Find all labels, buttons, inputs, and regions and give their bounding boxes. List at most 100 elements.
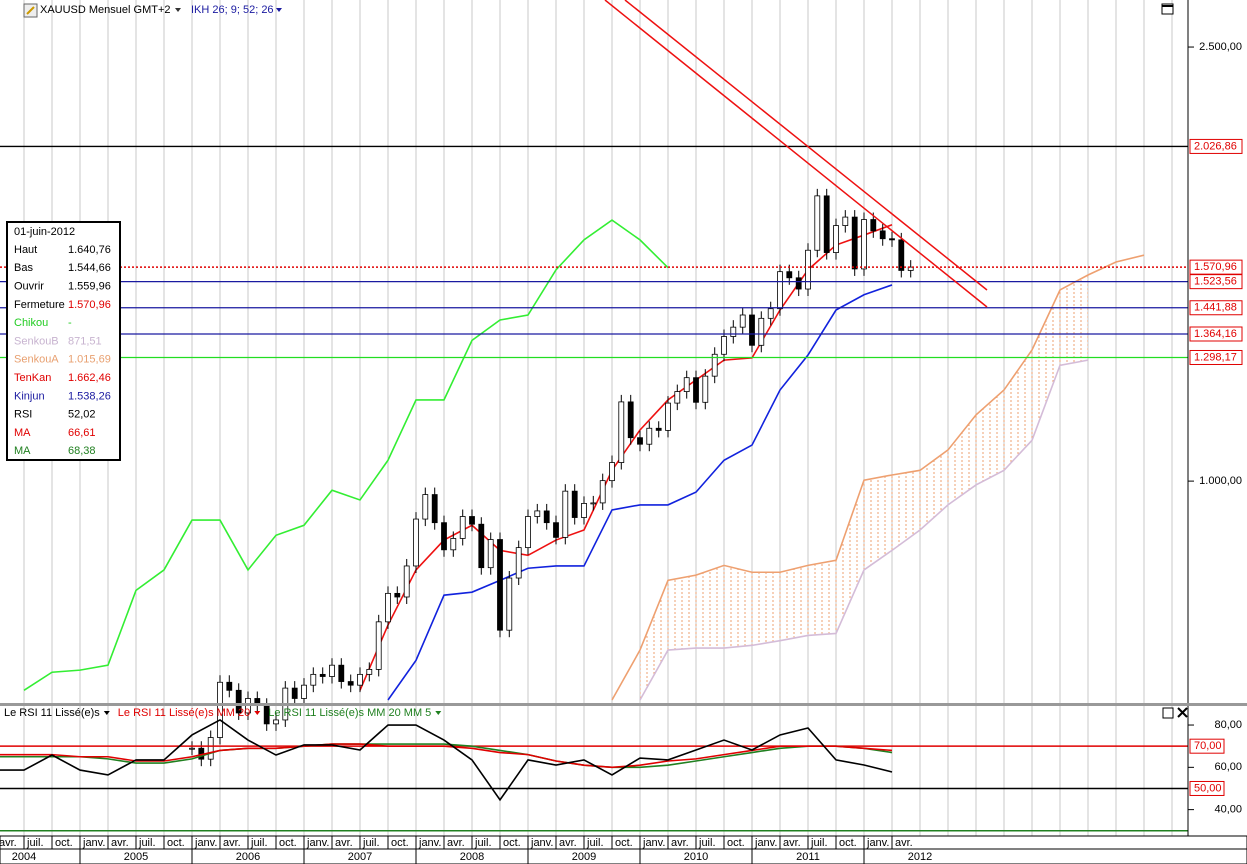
candle	[702, 375, 709, 403]
x-tick-label: oct.	[615, 837, 633, 849]
maximize-button[interactable]	[1161, 3, 1174, 15]
candle	[319, 673, 326, 677]
candle	[618, 401, 625, 463]
level-label: 1.570,96	[1194, 261, 1237, 273]
info-label: TenKan	[14, 372, 51, 384]
candle	[795, 277, 802, 290]
dropdown[interactable]	[435, 711, 442, 715]
info-panel	[6, 221, 121, 461]
candle	[189, 747, 195, 750]
rsi-line	[0, 743, 893, 769]
close-button[interactable]	[1177, 707, 1188, 718]
candle	[627, 401, 634, 439]
info-date: 01-juin-2012	[14, 226, 75, 238]
candle	[674, 391, 681, 404]
x-tick-label: janv.	[194, 837, 217, 849]
level-box	[1189, 349, 1243, 365]
y-tick-label: 60,00	[1214, 761, 1242, 773]
x-tick-label: janv.	[530, 837, 553, 849]
candle	[450, 538, 457, 551]
candle	[842, 216, 849, 226]
candle	[730, 326, 737, 337]
icon-glyph	[26, 6, 35, 15]
level-box	[1189, 259, 1243, 275]
candle	[833, 225, 839, 253]
legend-entry[interactable]: Le RSI 11 Lissé(e)s MM 20 MM 5	[268, 707, 431, 719]
x-tick-label: juil.	[250, 837, 268, 849]
x-tick-label: avr.	[223, 837, 241, 849]
indicator-line	[639, 359, 1089, 701]
rsi-line	[0, 743, 893, 769]
x-tick-label: avr.	[335, 837, 353, 849]
level-box	[1189, 326, 1243, 342]
info-label: Haut	[14, 244, 37, 256]
info-label: Fermeture	[14, 299, 65, 311]
candle	[786, 271, 793, 279]
level-label: 1.298,17	[1194, 351, 1237, 363]
candle	[403, 565, 410, 598]
candle	[870, 219, 877, 232]
x-tick-label: oct.	[279, 837, 297, 849]
candle	[310, 673, 317, 686]
candle	[758, 317, 765, 346]
year-label: 2007	[348, 851, 372, 863]
candle	[655, 427, 662, 431]
year-label: 2012	[908, 851, 932, 863]
level-label: 1.364,16	[1194, 328, 1237, 340]
x-tick-label: juil.	[586, 837, 604, 849]
dropdown[interactable]	[254, 711, 261, 715]
candle	[571, 490, 578, 518]
indicator-label[interactable]: IKH 26; 9; 52; 26	[191, 4, 274, 16]
cloud	[640, 275, 1088, 700]
x-tick-label: janv.	[866, 837, 889, 849]
x-tick-label: janv.	[642, 837, 665, 849]
indicator-line	[359, 223, 893, 691]
indicator-line	[387, 284, 893, 701]
dropdown[interactable]	[103, 711, 110, 715]
info-label: MA	[14, 445, 31, 457]
x-tick-label: juil.	[26, 837, 44, 849]
x-tick-label: avr.	[671, 837, 689, 849]
dropdown[interactable]	[175, 8, 181, 12]
x-tick-label: janv.	[82, 837, 105, 849]
info-label: SenkouB	[14, 335, 59, 347]
info-value: 871,51	[68, 335, 102, 347]
candle	[366, 669, 373, 675]
level-label: 50,00	[1194, 782, 1222, 794]
candle	[226, 681, 233, 691]
candle	[431, 494, 438, 524]
y-tick-label: 1.000,00	[1199, 475, 1242, 487]
rsi-line	[0, 719, 893, 802]
candle	[506, 577, 513, 631]
maximize-button[interactable]	[1162, 707, 1174, 719]
dropdown[interactable]	[276, 8, 282, 12]
overlay: avr. juil. oct. janv. avr. juil. oct. janv. avr.…	[0, 41, 1243, 864]
x-tick-label: juil.	[362, 837, 380, 849]
info-value: 1.640,76	[68, 244, 111, 256]
info-label: Ouvrir	[14, 281, 44, 293]
x-tick-label: avr.	[111, 837, 129, 849]
candle	[805, 249, 811, 290]
y-tick-label: 2.500,00	[1199, 41, 1242, 53]
trend-line	[604, 0, 988, 308]
info-label: MA	[14, 427, 31, 439]
candle	[590, 502, 597, 505]
candle	[665, 402, 671, 431]
x-tick-label: avr.	[559, 837, 577, 849]
info-value: 1.559,96	[68, 281, 111, 293]
x-tick-label: juil.	[810, 837, 828, 849]
symbol-label[interactable]: XAUUSD Mensuel GMT+2	[40, 4, 171, 16]
legend-entry[interactable]: Le RSI 11 Lissé(e)s MM 20	[118, 707, 250, 719]
year-label: 2006	[236, 851, 260, 863]
info-value: 1.015,69	[68, 354, 111, 366]
level-label: 1.523,56	[1194, 276, 1237, 288]
candle	[291, 687, 298, 699]
info-value: -	[68, 317, 72, 329]
candle	[385, 592, 391, 623]
x-tick-label: janv.	[306, 837, 329, 849]
legend-entry[interactable]: Le RSI 11 Lissé(e)s	[4, 707, 100, 719]
level-label: 2.026,86	[1194, 140, 1237, 152]
info-label: SenkouA	[14, 354, 59, 366]
x-tick-label: janv.	[418, 837, 441, 849]
candle	[375, 621, 382, 670]
